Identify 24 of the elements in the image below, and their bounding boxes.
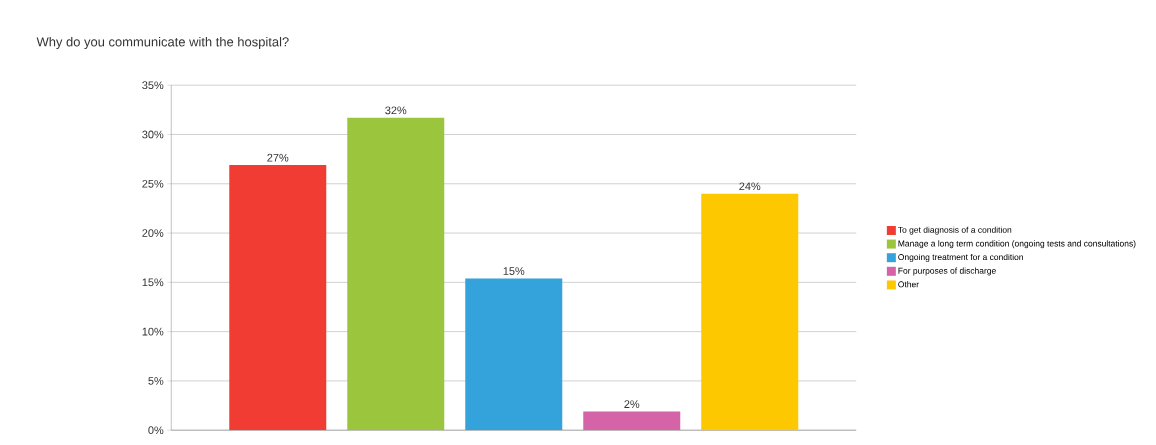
y-tick-label: 35% bbox=[142, 81, 164, 90]
data-label: 32% bbox=[385, 106, 407, 115]
chart-title: Why do you communicate with the hospital? bbox=[36, 36, 289, 50]
legend-label: To get diagnosis of a condition bbox=[898, 226, 1012, 235]
legend-label: Other bbox=[898, 281, 919, 288]
y-tick-label: 0% bbox=[148, 426, 164, 435]
bar bbox=[583, 411, 681, 431]
legend-label: Manage a long term condition (ongoing tests and consultations) bbox=[898, 240, 1136, 249]
y-tick-label: 15% bbox=[142, 278, 164, 287]
data-label: 15% bbox=[503, 267, 525, 275]
data-label: 27% bbox=[267, 153, 289, 162]
bar bbox=[347, 117, 445, 431]
bar bbox=[229, 165, 327, 431]
legend-label: For purposes of discharge bbox=[898, 267, 996, 276]
y-tick-label: 30% bbox=[142, 130, 164, 139]
data-label: 24% bbox=[739, 182, 761, 191]
legend-label: Ongoing treatment for a condition bbox=[898, 253, 1023, 262]
y-tick-label: 5% bbox=[148, 377, 164, 385]
y-tick-label: 25% bbox=[142, 179, 164, 188]
y-tick-label: 20% bbox=[142, 229, 164, 237]
bar bbox=[465, 278, 563, 431]
y-tick-label: 10% bbox=[142, 327, 164, 336]
bar bbox=[701, 193, 799, 431]
data-label: 2% bbox=[624, 400, 640, 408]
